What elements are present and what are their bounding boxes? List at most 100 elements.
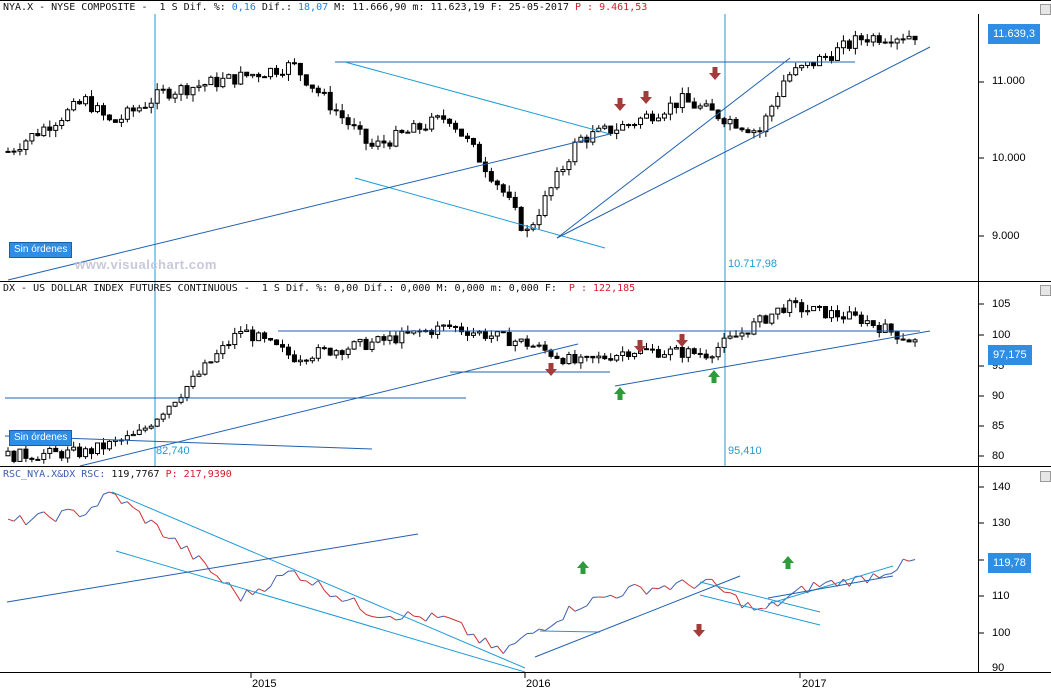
dx-candle-body [488,335,494,339]
nya-date: 25-05-2017 [502,2,569,13]
rsc-line-segment [777,600,785,607]
dx-sell-arrow-down-icon [634,346,646,353]
nya-candle-body [83,96,89,105]
dx-candle-body [912,339,918,343]
rsc-line-segment [353,597,361,610]
nya-candle-body [238,71,244,85]
nya-last-price-tag: 11.639,3 [988,24,1041,44]
rsc-line-segment [126,501,134,508]
nya-candle-body [381,140,387,144]
dx-panel-maximize-button[interactable] [1040,285,1051,296]
panel-separator-1[interactable] [0,281,1051,282]
rsc-line-segment [234,591,242,602]
rsc-line-segment [658,585,665,590]
dx-candle-body [238,331,244,334]
panel-separator-2[interactable] [0,466,1051,467]
panel-separator-3 [0,672,1051,673]
dx-candle-body [351,341,357,350]
dx-orders-button[interactable]: Sin órdenes [9,430,73,446]
nya-candle-body [834,47,840,61]
rsc-new-channel-mid [767,575,894,599]
nya-candle-body [870,35,876,43]
rsc-line-segment [7,518,15,522]
nya-panel-maximize-button[interactable] [1040,4,1051,15]
nya-orders-button[interactable]: Sin órdenes [9,242,73,258]
rsc-line-segment [210,571,218,577]
dx-axis-label-80: 80 [992,450,1005,462]
rsc-line-segment [860,575,868,584]
dx-candle-body [470,332,476,336]
rsc-line-segment [670,582,677,591]
nya-candle-body [572,141,578,163]
rsc-buy-arrow-up-icon [577,561,589,568]
nya-candle-body [291,62,297,65]
dx-candle-body [369,341,375,350]
rsc-line-segment [520,633,528,639]
nya-candle-body [703,103,709,107]
rsc-axis-label-110: 110 [992,590,1010,602]
dx-candle-body [858,314,864,324]
nya-candle-body [118,118,124,123]
rsc-panel-maximize-button[interactable] [1040,471,1051,482]
nya-candle-body [900,38,906,41]
dx-candle-body [59,451,65,459]
dx-last-price-tag: 97,175 [988,345,1032,365]
nya-candle-body [309,84,315,89]
nya-candle-body [112,119,118,123]
rsc-line-segment [443,615,450,619]
rsc-line-segment [532,628,540,634]
nya-candle-body [626,124,632,127]
dx-candle-body [327,347,333,356]
watermark-logo: www.visualchart.com [75,257,217,272]
dx-candle-body [142,427,148,431]
rsc-sell-arrow-down-icon [693,630,705,637]
nya-candle-body [279,73,285,76]
nya-long-trendline [7,133,611,281]
nya-max: 11.666,90 [346,2,407,13]
dx-candle-body [208,361,214,364]
nya-candle-body [620,124,626,131]
rsc-line-segment [628,583,635,588]
nya-date-label: F: [484,2,503,13]
nya-candle-body [775,96,781,107]
dx-candle-body [494,331,500,337]
nya-candle-body [506,191,512,198]
rsc-line-segment [878,574,886,579]
rsc-line-segment [359,608,367,615]
nya-candle-body [649,113,655,122]
dx-candle-body [823,305,829,319]
rsc-line-segment [371,616,379,619]
rsc-line-segment [156,524,164,538]
rsc-line-segment [31,513,39,520]
dx-buy-arrow-up-icon [708,370,720,377]
dx-candle-body [476,331,482,334]
rsc-line-segment [890,569,898,575]
nya-candle-body [733,118,739,129]
dx-candle-body [530,345,536,348]
rsc-line-segment [484,637,492,649]
rsc-line-segment [186,545,194,560]
rsc-line-segment [395,618,402,621]
rsc-line-segment [335,595,343,602]
nya-header: NYA.X - NYSE COMPOSITE - 1 S Dif. %: 0,1… [3,2,647,14]
rsc-line-segment [538,628,546,632]
dx-candle-body [560,357,566,365]
nya-candle-body [59,120,65,126]
dx-p-value: : 122,185 [574,283,636,294]
nya-candle-body [453,122,459,130]
rsc-long-trendline [6,533,419,603]
rsc-line-segment [133,507,140,512]
nya-candle-body [500,184,506,193]
rsc-line-segment [180,545,188,550]
dx-candle-body [500,331,506,334]
dx-candle-body [894,331,900,340]
nya-candle-body [17,149,23,152]
nya-candle-body [41,126,47,137]
nya-axis-label-10000: 10.000 [992,152,1026,164]
dx-candle-body [250,329,256,342]
dx-candle-body [870,320,876,327]
rsc-line-segment [729,592,737,596]
dx-candle-body [811,305,817,312]
rsc-line-segment [114,493,122,504]
